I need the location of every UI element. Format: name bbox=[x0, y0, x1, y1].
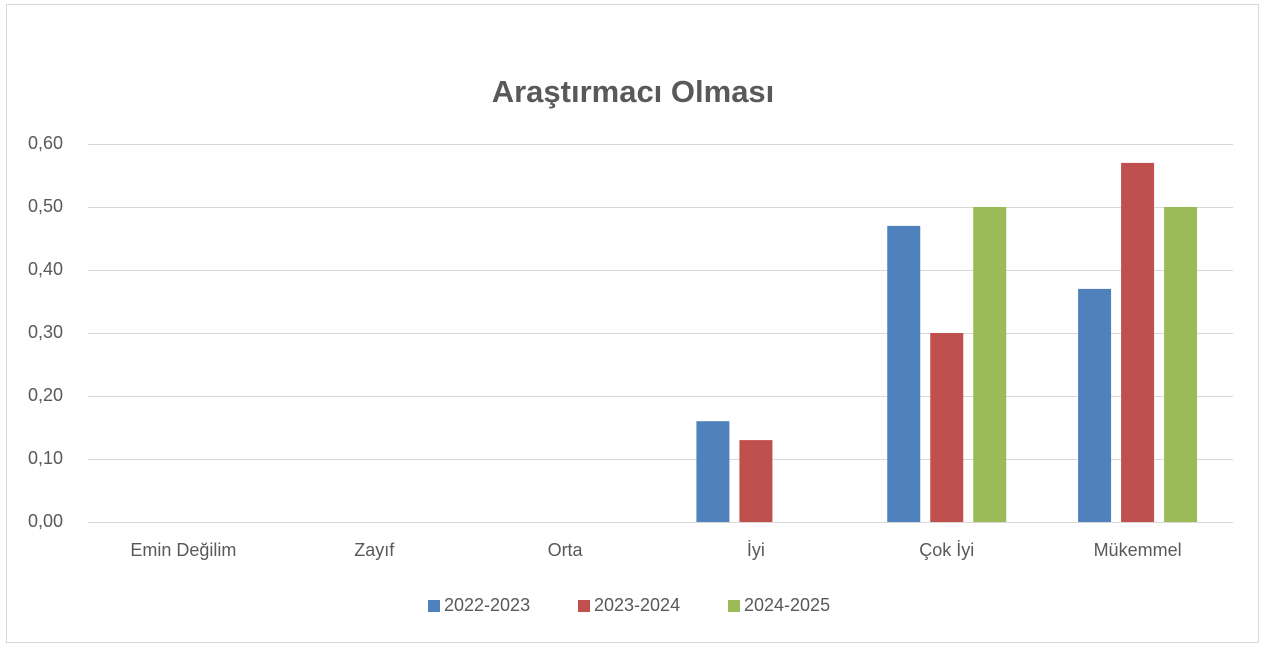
x-tick-label: Orta bbox=[548, 540, 584, 560]
y-tick-label: 0,50 bbox=[28, 196, 63, 216]
legend-label: 2023-2024 bbox=[594, 595, 680, 615]
y-tick-label: 0,10 bbox=[28, 448, 63, 468]
y-tick-label: 0,30 bbox=[28, 322, 63, 342]
chart-frame bbox=[6, 4, 1259, 643]
bar bbox=[1078, 288, 1112, 522]
y-tick-label: 0,60 bbox=[28, 133, 63, 153]
x-tick-label: İyi bbox=[747, 540, 765, 560]
legend-label: 2024-2025 bbox=[744, 595, 830, 615]
x-tick-label: Çok İyi bbox=[919, 540, 974, 560]
bar bbox=[1164, 207, 1198, 522]
chart-title: Araştırmacı Olması bbox=[492, 74, 775, 109]
x-tick-label: Mükemmel bbox=[1094, 540, 1182, 560]
x-tick-label: Emin Değilim bbox=[130, 540, 236, 560]
legend-swatch bbox=[728, 600, 740, 612]
bar bbox=[696, 421, 730, 522]
y-tick-label: 0,00 bbox=[28, 511, 63, 531]
bar bbox=[739, 440, 773, 522]
legend-swatch bbox=[428, 600, 440, 612]
legend-label: 2022-2023 bbox=[444, 595, 530, 615]
bar bbox=[973, 207, 1007, 522]
y-tick-label: 0,40 bbox=[28, 259, 63, 279]
bar bbox=[1121, 162, 1155, 522]
x-tick-label: Zayıf bbox=[354, 540, 395, 560]
bar bbox=[930, 333, 964, 522]
bar bbox=[887, 225, 921, 522]
legend-swatch bbox=[578, 600, 590, 612]
y-tick-label: 0,20 bbox=[28, 385, 63, 405]
